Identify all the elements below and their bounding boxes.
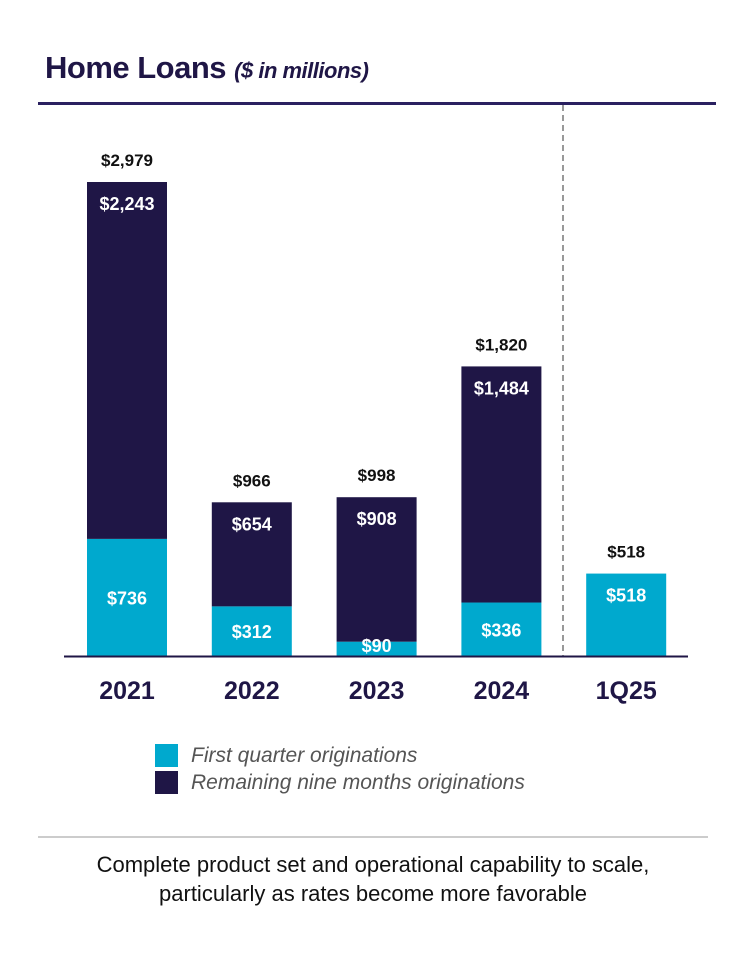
bar-remaining — [336, 497, 417, 642]
bar-first-quarter — [211, 606, 292, 656]
total-label: $1,820 — [475, 335, 527, 354]
first-quarter-label: $736 — [107, 588, 147, 608]
footer-text: Complete product set and operational cap… — [96, 852, 650, 906]
x-tick-label: 2021 — [99, 677, 155, 705]
remaining-label: $1,484 — [474, 378, 529, 398]
footer-divider — [38, 836, 708, 838]
total-label: $2,979 — [101, 151, 153, 170]
first-quarter-label: $90 — [362, 636, 392, 656]
remaining-label: $908 — [357, 509, 397, 529]
legend-label: First quarter originations — [191, 743, 418, 767]
title-rule — [38, 102, 716, 105]
total-label: $998 — [358, 466, 396, 485]
bar-first-quarter — [586, 573, 667, 656]
total-label: $966 — [233, 471, 271, 490]
bar-remaining — [461, 366, 542, 603]
title-text: Home Loans — [45, 50, 227, 85]
first-quarter-label: $312 — [232, 622, 272, 642]
legend-swatch-navy — [155, 771, 178, 794]
x-tick-label: 2024 — [474, 677, 530, 705]
bar-first-quarter — [461, 602, 542, 656]
x-tick-label: 1Q25 — [596, 677, 657, 705]
legend-item-first-quarter: First quarter originations — [155, 742, 525, 769]
bar-first-quarter — [336, 641, 417, 656]
remaining-label: $654 — [232, 514, 272, 534]
legend-item-remaining: Remaining nine months originations — [155, 769, 525, 796]
bar-remaining — [211, 502, 292, 607]
bar-first-quarter — [87, 538, 167, 656]
first-quarter-label: $518 — [606, 586, 646, 606]
first-quarter-label: $336 — [481, 620, 521, 640]
bar-remaining — [87, 182, 167, 539]
legend-label: Remaining nine months originations — [191, 770, 525, 794]
remaining-label: $2,243 — [99, 194, 154, 214]
legend: First quarter originations Remaining nin… — [155, 742, 525, 796]
title-units: ($ in millions) — [234, 58, 369, 83]
x-tick-label: 2023 — [349, 677, 405, 705]
total-label: $518 — [607, 543, 645, 562]
legend-swatch-cyan — [155, 744, 178, 767]
x-tick-label: 2022 — [224, 677, 280, 705]
chart-title: Home Loans ($ in millions) — [45, 50, 369, 86]
